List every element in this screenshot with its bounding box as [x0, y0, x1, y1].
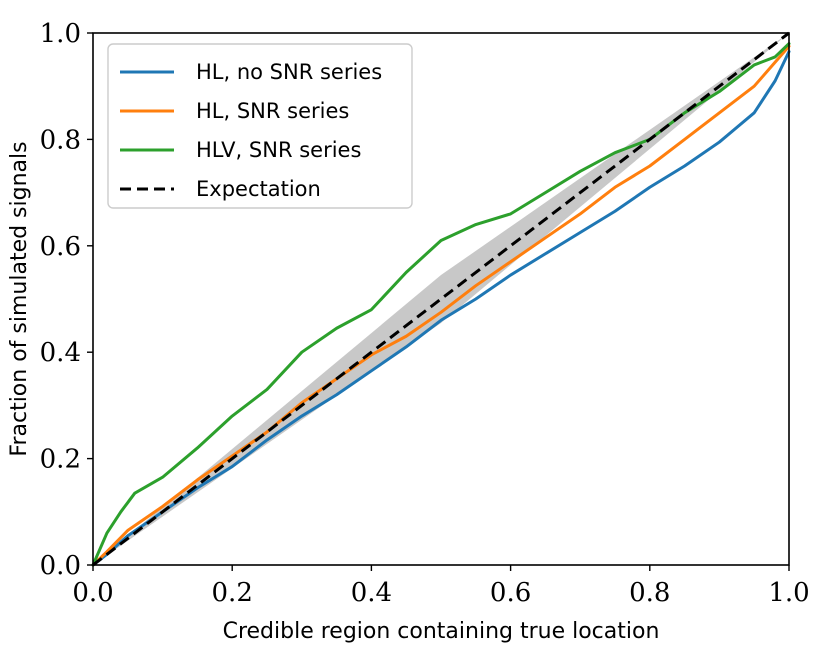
x-axis-label: Credible region containing true location	[223, 619, 660, 644]
y-tick-label: 0.6	[40, 232, 81, 262]
legend-label-hl-no-snr-series: HL, no SNR series	[196, 60, 382, 84]
y-axis-label: Fraction of simulated signals	[7, 141, 32, 456]
series-line-expectation	[92, 31, 790, 567]
x-tick-label: 1.0	[768, 578, 809, 608]
plot-frame	[92, 32, 790, 566]
y-tick-label: 0.0	[40, 551, 81, 581]
x-tick-label: 0.8	[629, 578, 670, 608]
ticks-layer: 0.0 0.2 0.4 0.6 0.8 1.0 0.0 0.2 0.4 0.6 0.8 1.0	[40, 19, 810, 608]
legend-box	[107, 43, 413, 209]
y-tick-label: 0.4	[40, 338, 81, 368]
legend: HL, no SNR series HL, SNR series HLV, SNR …	[107, 43, 413, 209]
series-line-hl-no-snr-series	[91, 50, 791, 567]
y-tick-label: 1.0	[40, 19, 81, 49]
series-line-hl-snr-series	[91, 44, 791, 567]
series-layer	[91, 31, 791, 567]
x-tick-label: 0.0	[72, 578, 113, 608]
legend-label-expectation: Expectation	[196, 177, 321, 201]
legend-label-hlv-snr-series: HLV, SNR series	[196, 138, 361, 162]
legend-label-hl-snr-series: HL, SNR series	[196, 99, 349, 123]
x-tick-label: 0.2	[212, 578, 253, 608]
y-tick-label: 0.8	[40, 125, 81, 155]
x-tick-label: 0.6	[490, 578, 531, 608]
y-tick-label: 0.2	[40, 445, 81, 475]
x-tick-label: 0.4	[351, 578, 392, 608]
